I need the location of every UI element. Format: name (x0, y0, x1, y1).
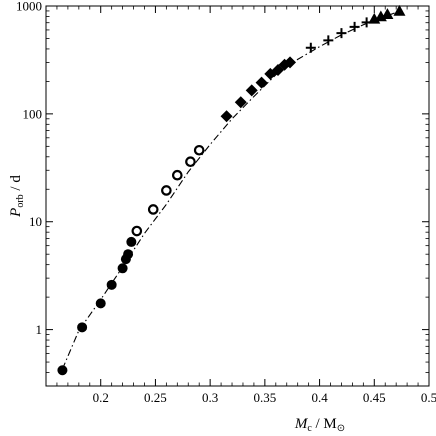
x-tick-label: 0.25 (144, 390, 167, 405)
x-tick-label: 0.35 (253, 390, 276, 405)
point-filled-circle (77, 322, 88, 333)
y-axis-label-main: P (8, 208, 24, 218)
point-triangle (393, 4, 406, 16)
x-tick-label: 0.45 (363, 390, 386, 405)
point-plus (349, 21, 360, 32)
point-filled-circle (57, 365, 68, 376)
fit-line (61, 9, 402, 370)
y-axis-label-rest: / d (8, 175, 24, 195)
data-points (57, 4, 406, 376)
x-tick-label: 0.5 (421, 390, 436, 405)
x-tick-label: 0.4 (311, 390, 328, 405)
point-diamond (284, 56, 297, 69)
x-axis-label-main: M (294, 416, 309, 432)
point-plus (336, 28, 347, 39)
x-axis-label: Mc / M⊙ (294, 416, 345, 434)
point-filled-circle (106, 279, 117, 290)
y-tick-label: 1000 (16, 0, 42, 14)
point-filled-circle (95, 298, 106, 309)
y-tick-label: 1 (36, 322, 43, 337)
point-diamond (255, 76, 268, 89)
x-axis-label-rest: / M (312, 416, 337, 432)
y-tick-label: 100 (23, 106, 43, 121)
point-open-circle (185, 156, 196, 168)
y-axis-label-sub: orb (15, 194, 26, 207)
point-diamond (278, 58, 291, 71)
y-axis-label: Porb / d (8, 175, 26, 218)
plot-frame (45, 5, 430, 387)
point-open-circle (147, 204, 159, 215)
x-axis-label-sub: c (307, 423, 312, 434)
x-tick-label: 0.3 (202, 390, 218, 405)
point-diamond (245, 84, 258, 97)
point-plus (305, 42, 316, 53)
x-tick-label: 0.2 (93, 390, 109, 405)
point-diamond (220, 110, 233, 123)
point-plus (323, 35, 334, 46)
point-triangle (381, 8, 394, 19)
y-tick-label: 10 (29, 214, 42, 229)
point-open-circle (161, 185, 172, 196)
point-open-circle (193, 144, 205, 156)
point-filled-circle (126, 236, 137, 247)
point-open-circle (131, 225, 143, 237)
axis-ticks (46, 5, 430, 387)
x-axis-label-symbol: ⊙ (337, 423, 345, 434)
point-diamond (234, 96, 247, 109)
point-filled-circle (117, 263, 128, 274)
point-open-circle (172, 169, 183, 181)
axis-tick-labels: 0.2 0.25 0.3 0.35 0.4 0.45 0.5 1 10 100 1000 (16, 0, 436, 405)
point-filled-circle (123, 249, 134, 260)
